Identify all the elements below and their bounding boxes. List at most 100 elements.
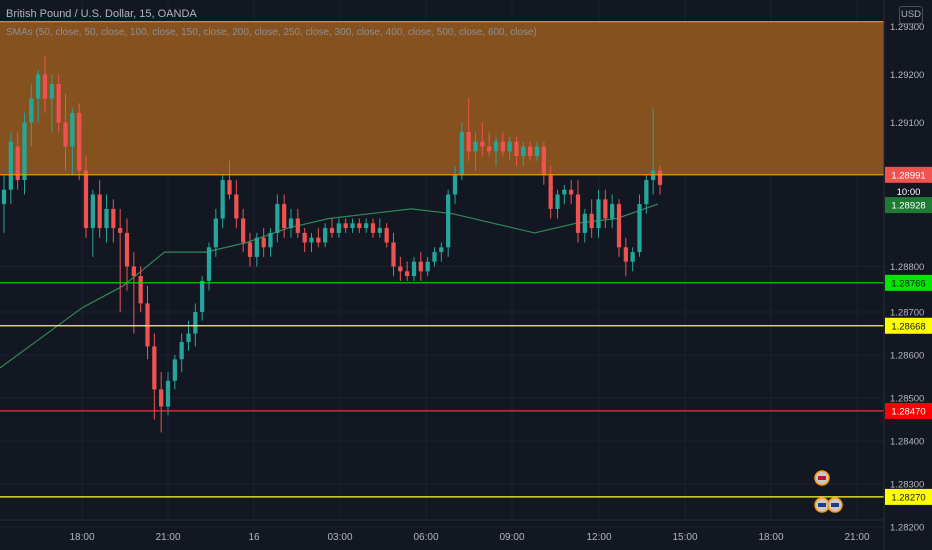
- candle: [97, 180, 102, 238]
- candle-body: [295, 218, 300, 233]
- price-badge: [885, 488, 932, 505]
- candle-body: [610, 204, 615, 219]
- candle: [234, 180, 239, 229]
- candle-body: [316, 237, 321, 243]
- candle-body: [124, 232, 130, 267]
- price-badge: [885, 317, 932, 334]
- candle-body: [398, 266, 403, 272]
- us-flag-event-icon[interactable]: [814, 497, 830, 513]
- sma-line: [0, 203, 659, 369]
- uk-flag-event-icon[interactable]: [814, 470, 830, 486]
- candle-body: [418, 261, 423, 272]
- candle: [1, 175, 7, 233]
- candle: [616, 199, 622, 257]
- chart-title: British Pound / U.S. Dollar, 15, OANDA: [6, 8, 197, 20]
- price-tick-label: 1.28800: [890, 262, 924, 273]
- time-axis[interactable]: 18:00 21:00 16 03:00 06:00 09:00 12:00 15:00 18:…: [0, 519, 884, 543]
- candle: [466, 98, 471, 161]
- candle: [630, 247, 635, 272]
- candle-body: [336, 223, 341, 233]
- candle-body: [575, 194, 581, 233]
- candle: [179, 333, 184, 373]
- us-flag-event-icon[interactable]: [827, 497, 843, 513]
- candle: [261, 228, 266, 257]
- candle: [275, 194, 280, 243]
- candle: [29, 84, 34, 147]
- candle-body: [384, 228, 389, 243]
- candle-body: [268, 232, 273, 248]
- candle: [282, 194, 287, 238]
- candle-body: [145, 303, 150, 347]
- flag-stripe: [818, 476, 826, 480]
- candle-body: [165, 380, 171, 407]
- candle-body: [364, 223, 369, 229]
- price-badge: [885, 402, 932, 419]
- candle-body: [500, 141, 505, 152]
- candle: [411, 256, 417, 281]
- candle: [391, 232, 396, 277]
- candle: [446, 189, 451, 257]
- economic-events[interactable]: [814, 470, 843, 513]
- candle-body: [569, 189, 574, 195]
- candle: [582, 208, 587, 243]
- candle-body: [49, 84, 54, 99]
- candle: [364, 218, 369, 233]
- candle-body: [77, 112, 82, 171]
- candle: [329, 218, 335, 238]
- candle-body: [193, 312, 198, 334]
- candle-body: [596, 199, 601, 229]
- candle-body: [97, 194, 102, 229]
- candle: [152, 333, 157, 420]
- candle-body: [432, 252, 437, 262]
- candle-body: [104, 208, 109, 229]
- price-tick-label: 1.28700: [890, 308, 924, 319]
- candle-body: [439, 247, 444, 253]
- candle: [8, 132, 13, 205]
- candle: [77, 103, 82, 181]
- candle-body: [562, 189, 567, 195]
- indicator-legend[interactable]: SMAs (50, close, 50, close, 100, close, …: [6, 27, 537, 38]
- candle: [186, 320, 191, 351]
- time-tick-label: 21:00: [155, 532, 180, 543]
- candle-body: [350, 223, 355, 229]
- candle-body: [514, 141, 519, 157]
- candle-body: [309, 237, 314, 243]
- candle: [83, 156, 89, 238]
- candle-body: [83, 170, 89, 229]
- candle-body: [261, 237, 266, 248]
- candle-body: [377, 228, 382, 233]
- candle: [575, 180, 581, 243]
- candle-body: [630, 252, 635, 262]
- price-badge-label: 1.28668: [891, 321, 925, 332]
- candle-body: [534, 146, 540, 157]
- price-axis[interactable]: 1.29300 1.29200 1.29100 1.28800 1.28700 1.286…: [883, 0, 924, 550]
- candle: [357, 218, 362, 233]
- candlestick-series: [1, 55, 663, 433]
- flag-stripe: [818, 503, 826, 507]
- candle: [514, 136, 519, 166]
- candle: [138, 266, 143, 312]
- candle: [555, 189, 560, 219]
- candle: [452, 165, 458, 205]
- candle-body: [582, 213, 587, 233]
- candle: [459, 122, 464, 181]
- candle: [562, 184, 567, 205]
- countdown-label: 10:00: [897, 187, 921, 198]
- candle-body: [179, 342, 184, 360]
- candle-body: [391, 242, 396, 267]
- candle: [193, 303, 198, 347]
- candle: [439, 242, 444, 262]
- currency-button[interactable]: USD: [899, 6, 923, 24]
- candle-body: [507, 141, 512, 152]
- candle: [131, 252, 136, 334]
- candle-body: [131, 266, 136, 277]
- sma-price-badge-label: 1.28928: [891, 201, 925, 212]
- price-tick-label: 1.28500: [890, 394, 924, 405]
- price-tick-label: 1.28300: [890, 480, 924, 491]
- resistance-zone-rect: [0, 21, 884, 175]
- time-tick-label: 03:00: [327, 532, 352, 543]
- candle: [165, 372, 171, 416]
- price-badge-label: 1.28766: [891, 278, 925, 289]
- price-tick-label: 1.28200: [890, 523, 924, 534]
